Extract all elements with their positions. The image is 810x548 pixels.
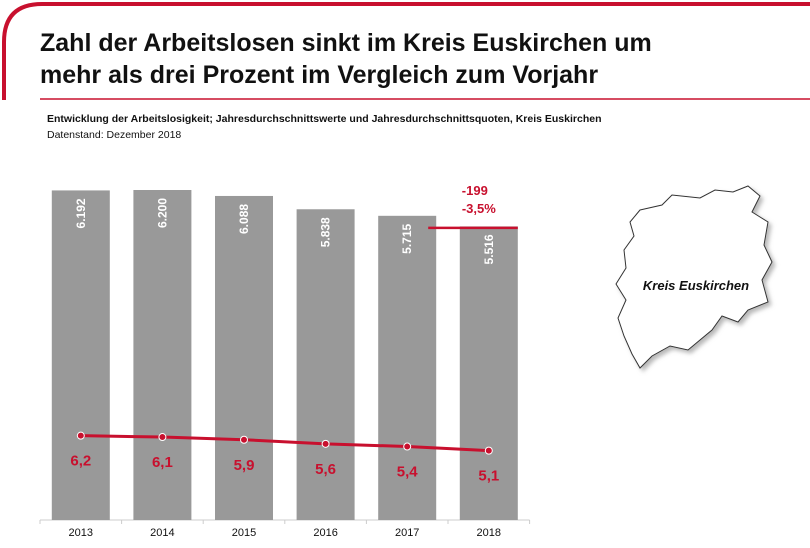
bar-label: 5.838 <box>319 217 333 247</box>
rate-point <box>240 435 248 444</box>
rate-label: 6,1 <box>152 454 173 471</box>
x-tick-label: 2015 <box>232 527 256 539</box>
bar-label: 6.200 <box>155 198 169 228</box>
rate-label: 5,4 <box>397 464 419 481</box>
change-label: -199 <box>462 183 488 198</box>
bar-label: 5.516 <box>482 234 496 264</box>
map-label: Kreis Euskirchen <box>643 278 749 293</box>
bar <box>133 190 192 520</box>
rate-point <box>484 446 493 455</box>
x-tick-label: 2014 <box>150 527 174 539</box>
map-outline <box>615 185 773 369</box>
rate-label: 6,2 <box>70 453 91 470</box>
x-tick-label: 2017 <box>395 527 419 539</box>
x-tick-label: 2018 <box>477 527 501 539</box>
bar <box>459 226 518 521</box>
rate-line <box>80 434 489 453</box>
bar <box>378 215 437 520</box>
subtitle: Entwicklung der Arbeitslosigkeit; Jahres… <box>47 113 602 125</box>
bar <box>215 195 273 520</box>
title: mehr als drei Prozent im Vergleich zum V… <box>40 61 598 89</box>
rate-label: 5,6 <box>315 461 336 478</box>
rate-label: 5,9 <box>234 457 255 474</box>
bar-label: 6.088 <box>237 204 251 234</box>
frame-arc <box>2 2 810 100</box>
source: Datenstand: Dezember 2018 <box>47 129 181 141</box>
bar-label: 5.715 <box>400 223 414 253</box>
rate-point <box>403 442 412 451</box>
rate-point <box>76 431 85 440</box>
rate-point <box>321 439 330 448</box>
title: Zahl der Arbeitslosen sinkt im Kreis Eus… <box>40 29 652 57</box>
plot: 2013 2014 2015 2016 2017 2018 6.192 6.200 6.088 5… <box>39 183 531 539</box>
x-tick-label: 2013 <box>69 527 93 539</box>
bar-label: 6.192 <box>74 198 88 228</box>
x-tick-label: 2016 <box>313 527 337 539</box>
rate-point <box>158 433 167 442</box>
rate-label: 5,1 <box>478 468 499 485</box>
bar <box>51 190 110 520</box>
change-percent-label: -3,5% <box>462 201 496 216</box>
bar <box>296 209 355 520</box>
